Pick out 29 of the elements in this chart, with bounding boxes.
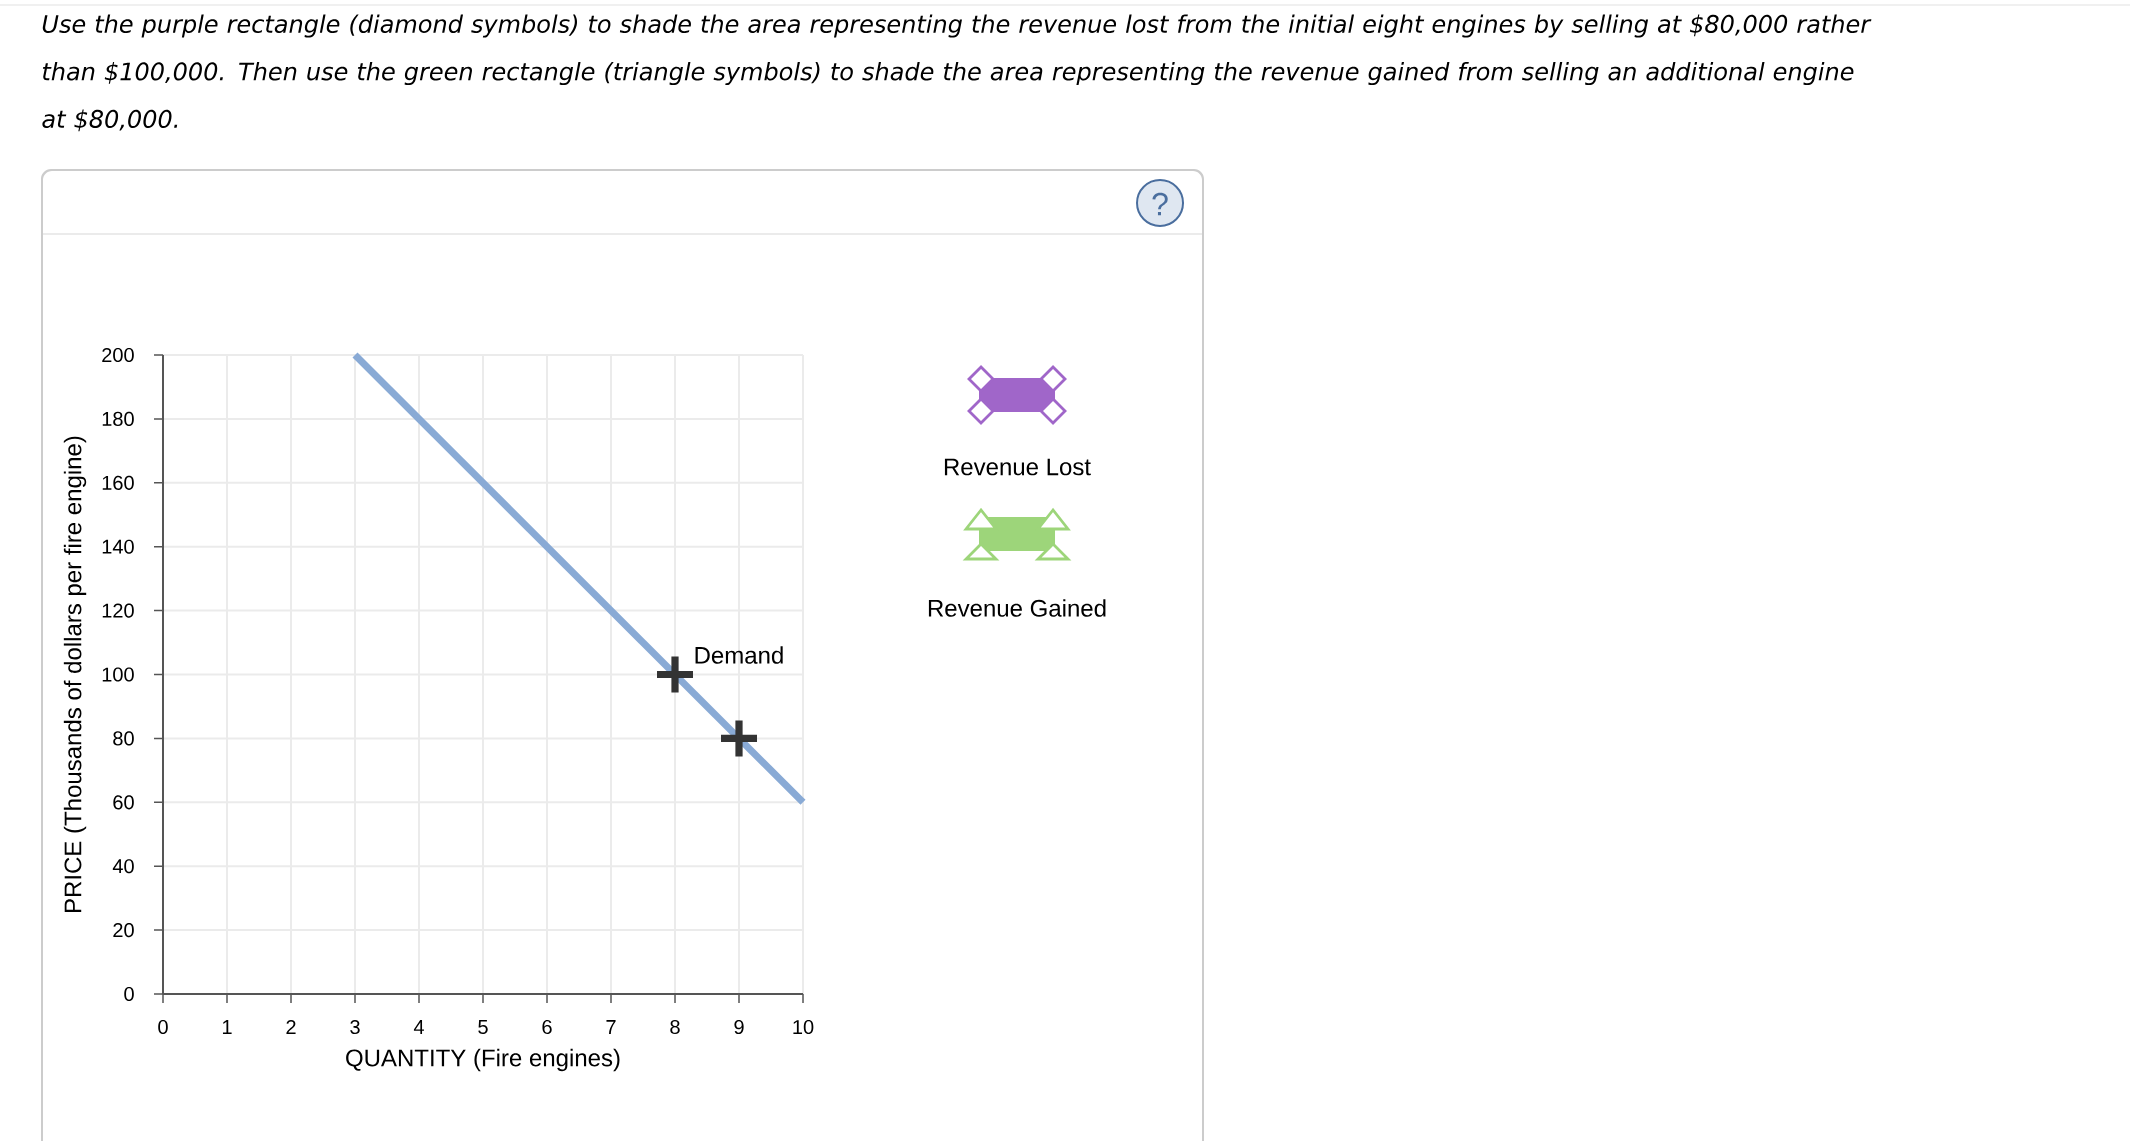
- x-tick-label: 9: [734, 1019, 744, 1035]
- y-tick-label: 160: [102, 475, 134, 490]
- y-tick-label: 180: [102, 411, 134, 426]
- x-tick-label: 8: [670, 1019, 680, 1035]
- y-tick-label: 0: [124, 986, 134, 1002]
- x-tick-label: 3: [350, 1019, 360, 1035]
- y-tick-label: 60: [113, 795, 134, 810]
- y-tick-label: 200: [102, 347, 134, 363]
- x-tick-label: 4: [413, 1020, 424, 1034]
- x-tick-label: 6: [542, 1019, 552, 1035]
- series-label: Demand: [695, 646, 783, 664]
- y-tick-label: 80: [113, 731, 134, 746]
- x-axis-title: QUANTITY (Fire engines): [346, 1048, 620, 1072]
- y-tick-label: 20: [113, 923, 134, 938]
- y-tick-label: 120: [102, 603, 134, 618]
- x-tick-label: 2: [286, 1020, 296, 1034]
- text: Use the purple rectangle (diamond symbols) to shade the area representing the revenue lost from the initial eight engines by selling at $80,000 rather than $100,000. Then use the green rectangle (triangle symbols) to shade the area representing the revenue gained from selling an additional engine at $80,000.: [42, 14, 1872, 132]
- text: ?: [1152, 192, 1168, 216]
- text: Revenue Lost: [944, 458, 1091, 476]
- y-tick-label: 100: [102, 667, 134, 682]
- x-tick-label: 1: [222, 1020, 232, 1034]
- y-tick-label: 40: [112, 859, 134, 874]
- x-tick-label: 0: [158, 1019, 168, 1035]
- text: Revenue Gained: [928, 599, 1106, 617]
- x-tick-label: 7: [606, 1020, 616, 1034]
- x-tick-label: 5: [478, 1020, 488, 1034]
- y-axis-title: PRICE (Thousands of dollars per fire engine): [63, 436, 87, 912]
- x-tick-label: 10: [793, 1019, 814, 1035]
- y-tick-label: 140: [102, 539, 134, 554]
